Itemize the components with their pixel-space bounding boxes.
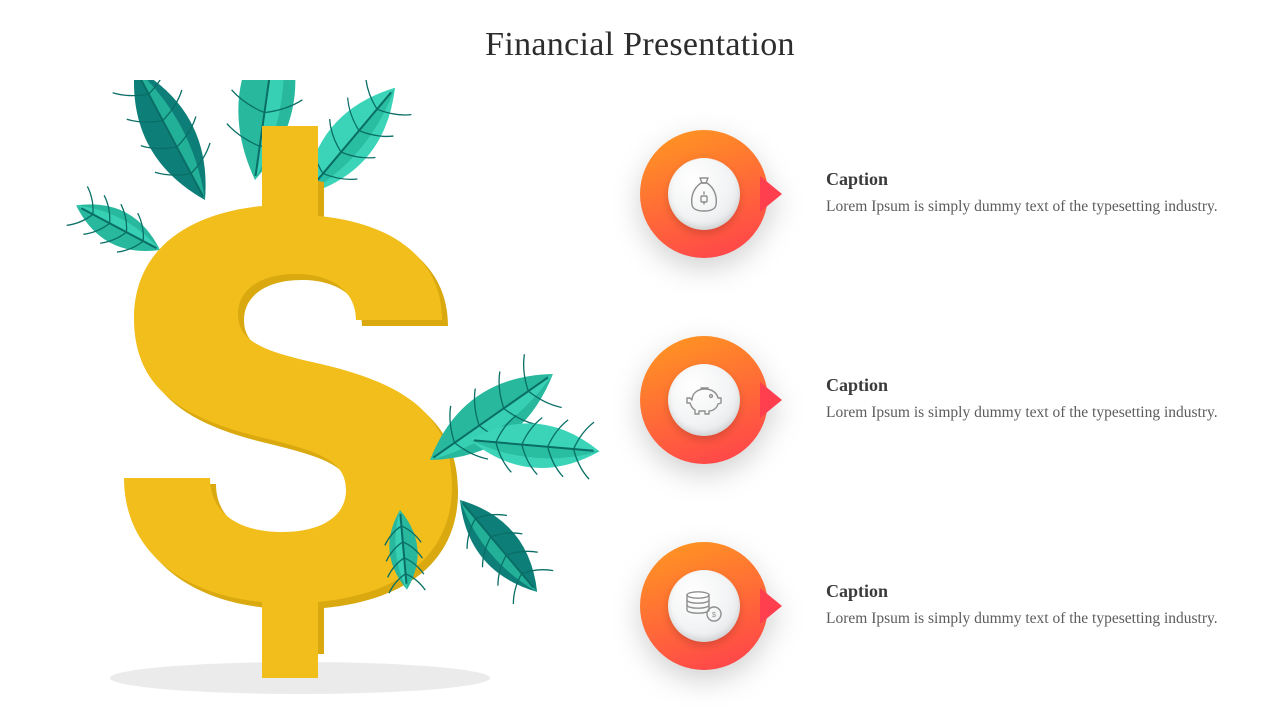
list-item-text: Caption Lorem Ipsum is simply dummy text… bbox=[826, 169, 1240, 218]
item-body: Lorem Ipsum is simply dummy text of the … bbox=[826, 608, 1240, 630]
list-item-text: Caption Lorem Ipsum is simply dummy text… bbox=[826, 581, 1240, 630]
item-caption: Caption bbox=[826, 169, 1240, 190]
piggy-bank-icon bbox=[684, 384, 724, 416]
item-body: Lorem Ipsum is simply dummy text of the … bbox=[826, 196, 1240, 218]
item-body: Lorem Ipsum is simply dummy text of the … bbox=[826, 402, 1240, 424]
icon-bubble bbox=[640, 130, 768, 258]
bubble-pointer bbox=[760, 176, 782, 212]
item-caption: Caption bbox=[826, 375, 1240, 396]
bubble-inner bbox=[668, 158, 740, 230]
bubble-inner: $ bbox=[668, 570, 740, 642]
icon-bubble bbox=[640, 336, 768, 464]
list-item-text: Caption Lorem Ipsum is simply dummy text… bbox=[826, 375, 1240, 424]
list-item: Caption Lorem Ipsum is simply dummy text… bbox=[640, 336, 1240, 464]
bubble-inner bbox=[668, 364, 740, 436]
item-caption: Caption bbox=[826, 581, 1240, 602]
dollar-illustration bbox=[40, 80, 600, 700]
bubble-pointer bbox=[760, 382, 782, 418]
bubble-pointer bbox=[760, 588, 782, 624]
slide-title: Financial Presentation bbox=[0, 26, 1280, 64]
svg-text:$: $ bbox=[712, 612, 716, 619]
caption-list: Caption Lorem Ipsum is simply dummy text… bbox=[640, 130, 1240, 670]
list-item: Caption Lorem Ipsum is simply dummy text… bbox=[640, 130, 1240, 258]
icon-bubble: $ bbox=[640, 542, 768, 670]
money-bag-icon bbox=[687, 175, 721, 213]
slide-canvas: Financial Presentation Caption bbox=[0, 0, 1280, 720]
list-item: $ Caption Lorem Ipsum is simply dummy te… bbox=[640, 542, 1240, 670]
coins-stack-icon: $ bbox=[684, 589, 724, 623]
